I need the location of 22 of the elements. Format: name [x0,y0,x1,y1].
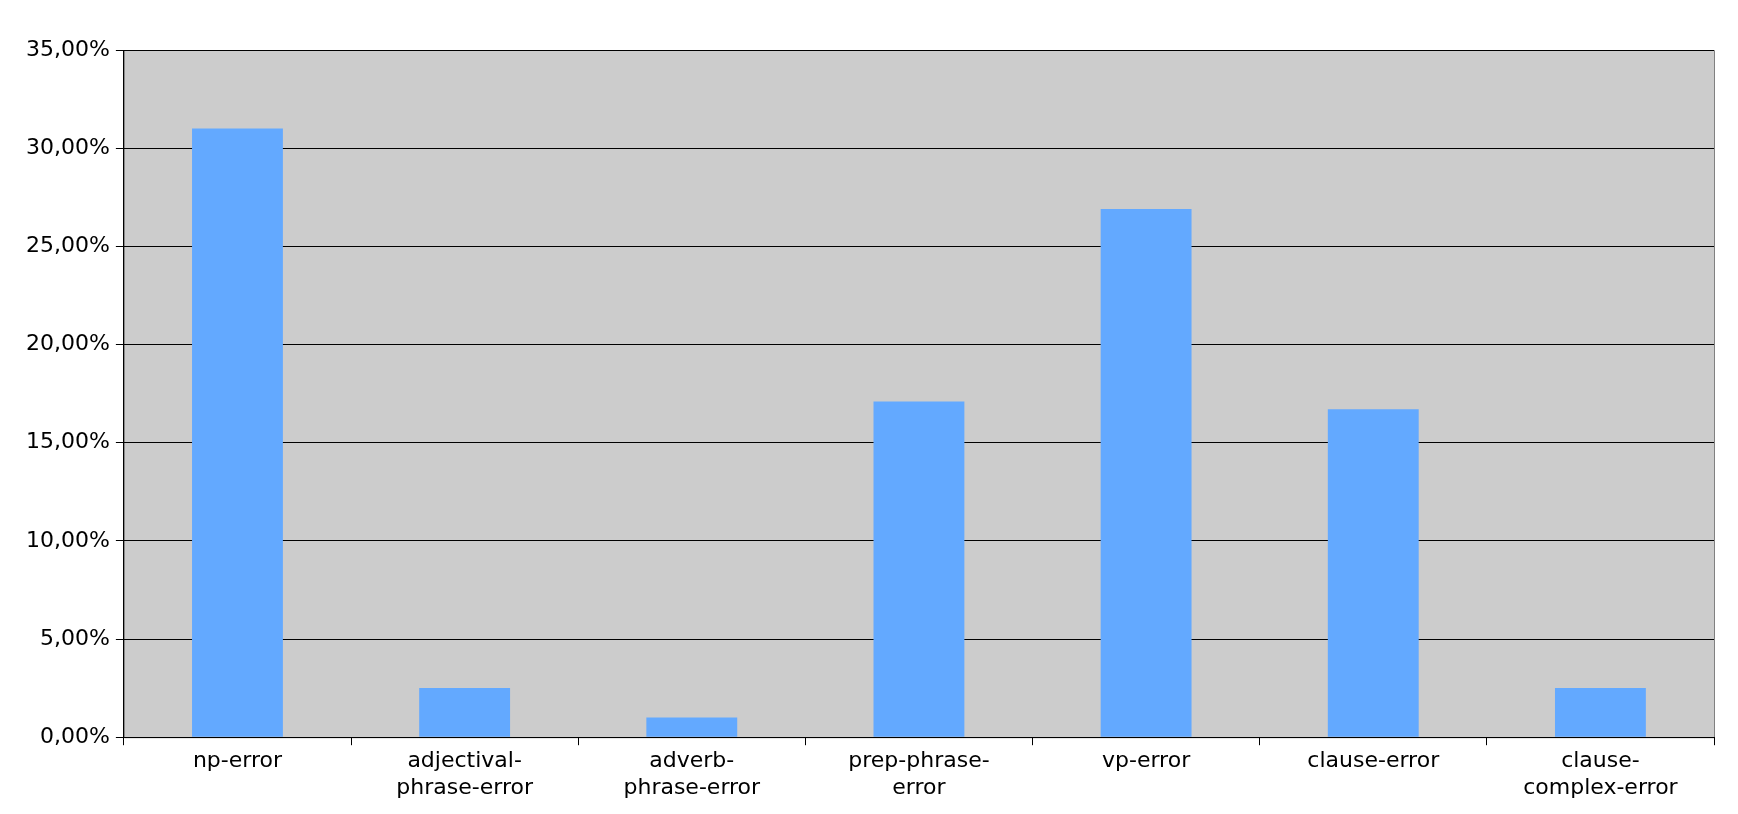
y-tick-label: 10,00% [26,526,110,552]
bar [419,688,511,737]
x-tick-label: clause-error [1307,747,1441,773]
x-tick-label: vp-error [1102,747,1192,773]
bar [1100,209,1192,737]
y-tick-label: 20,00% [26,330,110,356]
y-tick-label: 15,00% [26,428,110,454]
bar [873,401,965,737]
bar [1554,688,1646,737]
x-tick-label: np-error [192,747,283,773]
y-tick-label: 5,00% [40,624,110,650]
x-tick-label: clause-complex-error [1523,747,1679,799]
x-tick-label: prep-phrase-error [848,747,990,799]
y-tick-label: 25,00% [26,232,110,258]
x-tick-label: adverb-phrase-error [623,747,762,799]
y-tick-label: 0,00% [40,722,110,748]
y-tick-label: 30,00% [26,133,110,159]
bar [1327,409,1419,737]
x-tick-label: adjectival-phrase-error [396,747,534,799]
y-tick-label: 35,00% [26,35,110,61]
bar [646,717,738,737]
bar [192,128,283,737]
